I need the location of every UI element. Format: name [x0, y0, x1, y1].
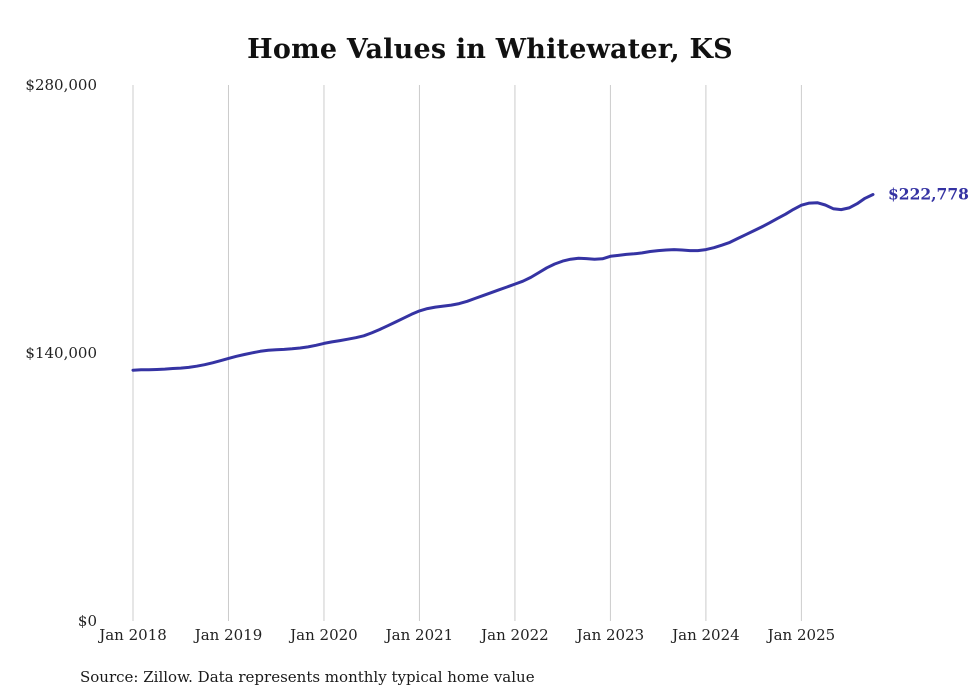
x-tick-label: Jan 2024 — [670, 626, 740, 644]
y-tick-label: $0 — [78, 612, 97, 630]
x-tick-label: Jan 2022 — [479, 626, 549, 644]
x-tick-label: Jan 2020 — [288, 626, 358, 644]
y-tick-label: $280,000 — [25, 76, 97, 94]
latest-value-label: $222,778 — [888, 185, 969, 204]
home-value-line — [131, 193, 875, 372]
x-tick-label: Jan 2019 — [193, 626, 263, 644]
x-tick-label: Jan 2025 — [766, 626, 836, 644]
chart-title: Home Values in Whitewater, KS — [247, 34, 733, 65]
x-tick-label: Jan 2018 — [97, 626, 167, 644]
source-note: Source: Zillow. Data represents monthly … — [80, 668, 535, 686]
y-tick-label: $140,000 — [25, 344, 97, 362]
x-tick-label: Jan 2021 — [384, 626, 454, 644]
x-tick-label: Jan 2023 — [575, 626, 645, 644]
